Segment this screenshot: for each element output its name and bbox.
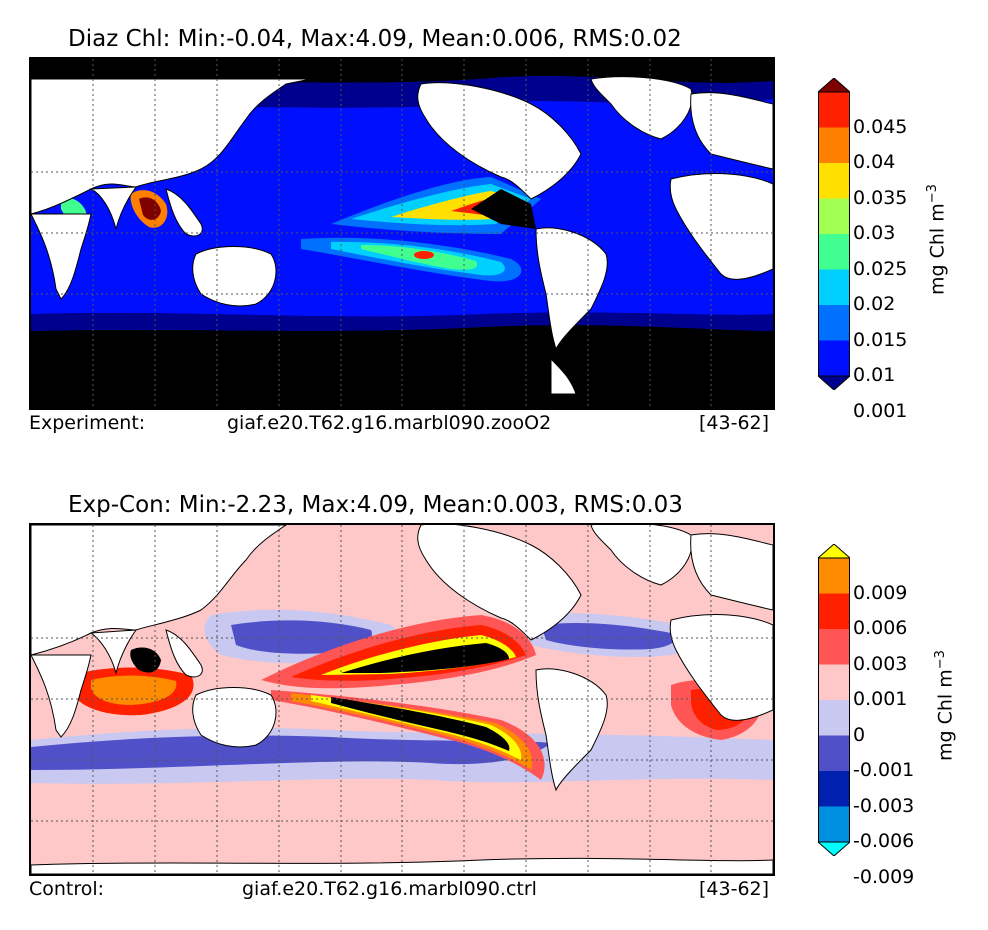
- panel2-colorbar-unit: mg Chl m−3: [933, 650, 956, 761]
- panel1-colorbar-bin: [818, 234, 850, 270]
- africa-east-2: [669, 614, 773, 721]
- tongue-north-black: [471, 189, 536, 229]
- eq-south-black: [331, 697, 510, 751]
- panel2-footer-right: [43-62]: [699, 878, 770, 900]
- panel1-colorbar-bin: [818, 92, 850, 128]
- panel1-colorbar-tick-label: 0.01: [853, 364, 896, 386]
- africa-east: [669, 173, 773, 280]
- panel2-footer-mid: giaf.e20.T62.g16.marbl090.ctrl: [242, 878, 537, 900]
- panel1-colorbar-tick-label: 0.015: [853, 328, 908, 351]
- panel1-footer-mid: giaf.e20.T62.g16.marbl090.zooO2: [227, 412, 552, 434]
- panel2-unit-exp: −3: [933, 650, 948, 670]
- panel1-colorbar-frame: [818, 91, 850, 377]
- panel2-colorbar-svg: [816, 543, 852, 857]
- panel2-colorbar-tick-label: -0.009: [853, 865, 915, 888]
- africa-2: [31, 654, 92, 738]
- panel2-colorbar-bin: [818, 806, 850, 842]
- north-pacific-neg-core: [231, 620, 372, 654]
- panel1-colorbar-bin: [818, 163, 850, 199]
- australia-2: [192, 687, 277, 748]
- panel2-footer-left: Control:: [29, 878, 105, 900]
- panel1-unit-text: mg Chl m: [926, 203, 949, 295]
- panel1-map: [29, 57, 775, 410]
- europe-east-2: [690, 533, 773, 611]
- panel1-colorbar-bin: [818, 340, 850, 376]
- panel1-colorbar-tick-label: 0.001: [853, 399, 908, 422]
- australia: [192, 246, 277, 307]
- bengal-black: [130, 647, 161, 673]
- panel2-colorbar-extend-min: [816, 841, 852, 857]
- panel1-footer-left: Experiment:: [29, 412, 146, 434]
- panel1-colorbar-bin: [818, 305, 850, 341]
- panel2-map: [29, 523, 775, 876]
- panel1-colorbar-tick-label: 0.02: [853, 293, 896, 315]
- panel2-colorbar-extend-max: [816, 543, 852, 559]
- north-america-2: [417, 525, 582, 641]
- eurasia-2: [31, 525, 287, 656]
- eurasia: [31, 78, 312, 215]
- eq-north-black: [341, 643, 509, 673]
- panel2-colorbar-tick-label: 0: [853, 723, 866, 746]
- panel2-colorbar-frame: [818, 557, 850, 843]
- panel1-colorbar-svg: [816, 77, 852, 391]
- south-america: [535, 227, 608, 351]
- eq-south-mid: [291, 693, 533, 770]
- panel2-colorbar-tick-label: 0.006: [853, 617, 908, 639]
- africa: [31, 213, 92, 300]
- greenland: [590, 76, 693, 140]
- eq-south-outer: [271, 690, 545, 780]
- panel1-colorbar-extend-max: [816, 77, 852, 93]
- panel2-unit-text: mg Chl m: [934, 669, 957, 761]
- panel1-map-svg: [31, 59, 773, 408]
- panel1-colorbar: [816, 77, 852, 391]
- panel2-colorbar-tick-label: -0.001: [853, 759, 915, 781]
- india: [89, 186, 138, 230]
- panel2-colorbar-tick-label: 0.009: [853, 581, 908, 604]
- panel1-footer-right: [43-62]: [699, 412, 770, 434]
- panel2-colorbar: [816, 543, 852, 857]
- panel2-colorbar-bin: [818, 735, 850, 771]
- panel2-colorbar-tick-label: 0.001: [853, 688, 908, 710]
- se-asia: [165, 188, 203, 237]
- north-atlantic-neg-core: [541, 622, 675, 650]
- panel1-colorbar-tick-label: 0.035: [853, 186, 908, 209]
- panel1-colorbar-bin: [818, 127, 850, 163]
- panel1-colorbar-tick-label: 0.03: [853, 222, 896, 244]
- panel1-title: Diaz Chl: Min:-0.04, Max:4.09, Mean:0.00…: [68, 26, 682, 52]
- india-2: [89, 629, 138, 675]
- panel2-colorbar-bin: [818, 700, 850, 736]
- panel1-colorbar-unit: mg Chl m−3: [925, 184, 948, 295]
- panel1-colorbar-tick-label: 0.025: [853, 257, 908, 280]
- tongue-south-core: [414, 251, 434, 259]
- panel2-colorbar-tick-label: -0.003: [853, 794, 915, 817]
- panel1-colorbar-bin: [818, 269, 850, 305]
- panel1-colorbar-tick-label: 0.04: [853, 151, 896, 173]
- south-band-neg-core: [31, 735, 551, 770]
- europe-east: [690, 92, 773, 170]
- antarctica-peninsula: [550, 357, 577, 395]
- south-america-2: [535, 668, 608, 792]
- panel2-colorbar-bin: [818, 664, 850, 700]
- panel2-colorbar-bin: [818, 771, 850, 807]
- map-gridlines-2: [31, 525, 773, 874]
- map-gridlines: [31, 59, 773, 408]
- panel1-colorbar-tick-label: 0.045: [853, 115, 908, 138]
- south-band: [31, 312, 773, 331]
- land-masses-2: [31, 525, 773, 874]
- greenland-2: [590, 525, 693, 586]
- panel2-colorbar-tick-label: -0.006: [853, 830, 915, 852]
- indian-pos-inner: [91, 675, 177, 705]
- panel2-colorbar-bin: [818, 558, 850, 594]
- panel2-colorbar-bin: [818, 593, 850, 629]
- panel1-colorbar-bin: [818, 198, 850, 234]
- se-asia-2: [165, 629, 203, 678]
- land-masses: [31, 76, 773, 395]
- panel2-title: Exp-Con: Min:-2.23, Max:4.09, Mean:0.003…: [68, 492, 683, 518]
- panel1-colorbar-extend-min: [816, 375, 852, 391]
- panel2-map-svg: [31, 525, 773, 874]
- panel2-colorbar-tick-label: 0.003: [853, 652, 908, 675]
- north-america: [417, 82, 582, 200]
- panel1-unit-exp: −3: [925, 184, 940, 204]
- panel2-colorbar-bin: [818, 629, 850, 665]
